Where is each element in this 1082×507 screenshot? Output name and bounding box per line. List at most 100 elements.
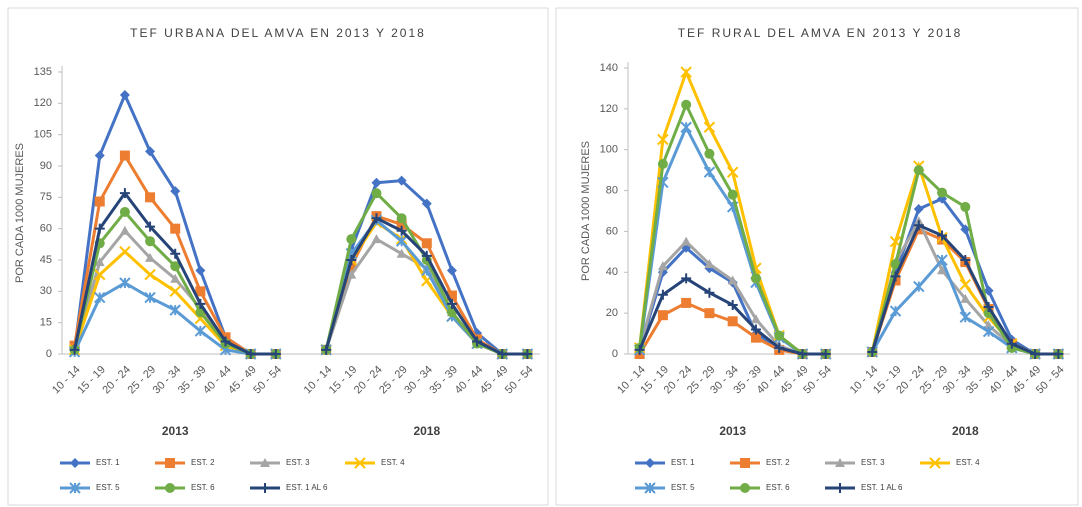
legend-label: EST. 2 xyxy=(766,458,790,467)
legend-label: EST. 4 xyxy=(381,458,405,467)
legend-label: EST. 3 xyxy=(861,458,885,467)
y-tick-label: 140 xyxy=(600,62,618,74)
marker xyxy=(94,257,105,267)
marker xyxy=(890,259,901,270)
y-tick-label: 60 xyxy=(606,225,618,237)
marker xyxy=(750,332,761,343)
marker xyxy=(936,254,948,266)
marker xyxy=(960,255,971,266)
legend-label: EST. 1 xyxy=(96,458,120,467)
marker xyxy=(165,458,175,468)
marker xyxy=(681,236,692,246)
marker xyxy=(170,223,181,234)
marker xyxy=(657,310,668,321)
marker xyxy=(929,457,941,469)
marker xyxy=(634,344,645,355)
marker xyxy=(144,291,156,304)
marker xyxy=(145,146,156,157)
marker xyxy=(170,248,181,259)
marker xyxy=(913,220,924,231)
legend-label: EST. 2 xyxy=(191,458,215,467)
legend-label: EST. 6 xyxy=(766,483,790,492)
marker xyxy=(94,223,105,234)
marker xyxy=(321,344,332,355)
marker xyxy=(94,196,105,207)
marker xyxy=(119,277,131,289)
marker xyxy=(645,458,655,468)
marker xyxy=(94,268,106,281)
legend-label: EST. 1 xyxy=(671,458,695,467)
group-label: 2013 xyxy=(162,424,189,438)
marker xyxy=(346,269,357,279)
marker xyxy=(346,255,357,265)
marker xyxy=(867,346,878,357)
chart-title: TEF URBANA DEL AMVA EN 2013 Y 2018 xyxy=(130,26,426,40)
marker xyxy=(889,305,902,317)
marker xyxy=(169,304,181,316)
marker xyxy=(144,268,156,281)
marker xyxy=(195,298,206,309)
marker xyxy=(194,325,207,337)
y-tick-label: 90 xyxy=(40,160,52,172)
marker xyxy=(727,275,738,285)
marker xyxy=(890,271,901,282)
marker xyxy=(937,265,948,275)
marker xyxy=(704,148,715,159)
marker xyxy=(1006,338,1017,349)
marker xyxy=(913,203,924,214)
y-tick-label: 75 xyxy=(40,191,52,203)
marker xyxy=(913,165,924,176)
marker xyxy=(195,286,206,297)
marker xyxy=(835,458,845,467)
marker xyxy=(750,273,761,284)
marker xyxy=(937,230,948,241)
marker xyxy=(913,280,925,293)
marker xyxy=(681,99,692,110)
y-axis-label: POR CADA 1000 MUJERES xyxy=(580,141,592,281)
y-tick-label: 20 xyxy=(606,307,618,319)
marker xyxy=(726,166,739,178)
y-axis-label: POR CADA 1000 MUJERES xyxy=(14,143,26,283)
y-tick-label: 15 xyxy=(40,317,52,329)
marker xyxy=(740,458,750,468)
marker xyxy=(472,336,483,347)
marker xyxy=(960,224,971,235)
marker xyxy=(446,265,457,276)
marker xyxy=(657,289,668,300)
marker xyxy=(750,314,761,324)
marker xyxy=(750,324,761,335)
marker xyxy=(983,320,994,330)
marker xyxy=(681,273,692,284)
marker xyxy=(727,299,738,310)
marker xyxy=(680,66,692,78)
marker xyxy=(145,252,156,262)
legend-label: EST. 6 xyxy=(191,483,215,492)
marker xyxy=(396,213,407,224)
legend-label: EST. 1 AL 6 xyxy=(286,483,328,492)
marker xyxy=(1030,349,1041,359)
y-tick-label: 30 xyxy=(40,285,52,297)
marker xyxy=(220,336,231,347)
y-tick-label: 45 xyxy=(40,254,52,266)
marker xyxy=(703,166,716,178)
marker xyxy=(704,287,715,298)
marker xyxy=(797,349,808,359)
marker xyxy=(774,330,785,341)
marker xyxy=(119,245,131,258)
y-tick-label: 0 xyxy=(612,348,618,360)
marker xyxy=(644,482,656,494)
marker xyxy=(421,250,432,261)
marker xyxy=(740,483,750,493)
marker xyxy=(395,235,408,247)
marker xyxy=(119,150,130,161)
marker xyxy=(371,177,382,188)
marker xyxy=(396,248,407,258)
y-tick-label: 40 xyxy=(606,266,618,278)
marker xyxy=(170,273,181,283)
marker xyxy=(959,278,972,291)
marker xyxy=(70,458,80,468)
y-tick-label: 135 xyxy=(34,66,52,78)
marker xyxy=(346,261,357,272)
marker xyxy=(774,342,785,353)
